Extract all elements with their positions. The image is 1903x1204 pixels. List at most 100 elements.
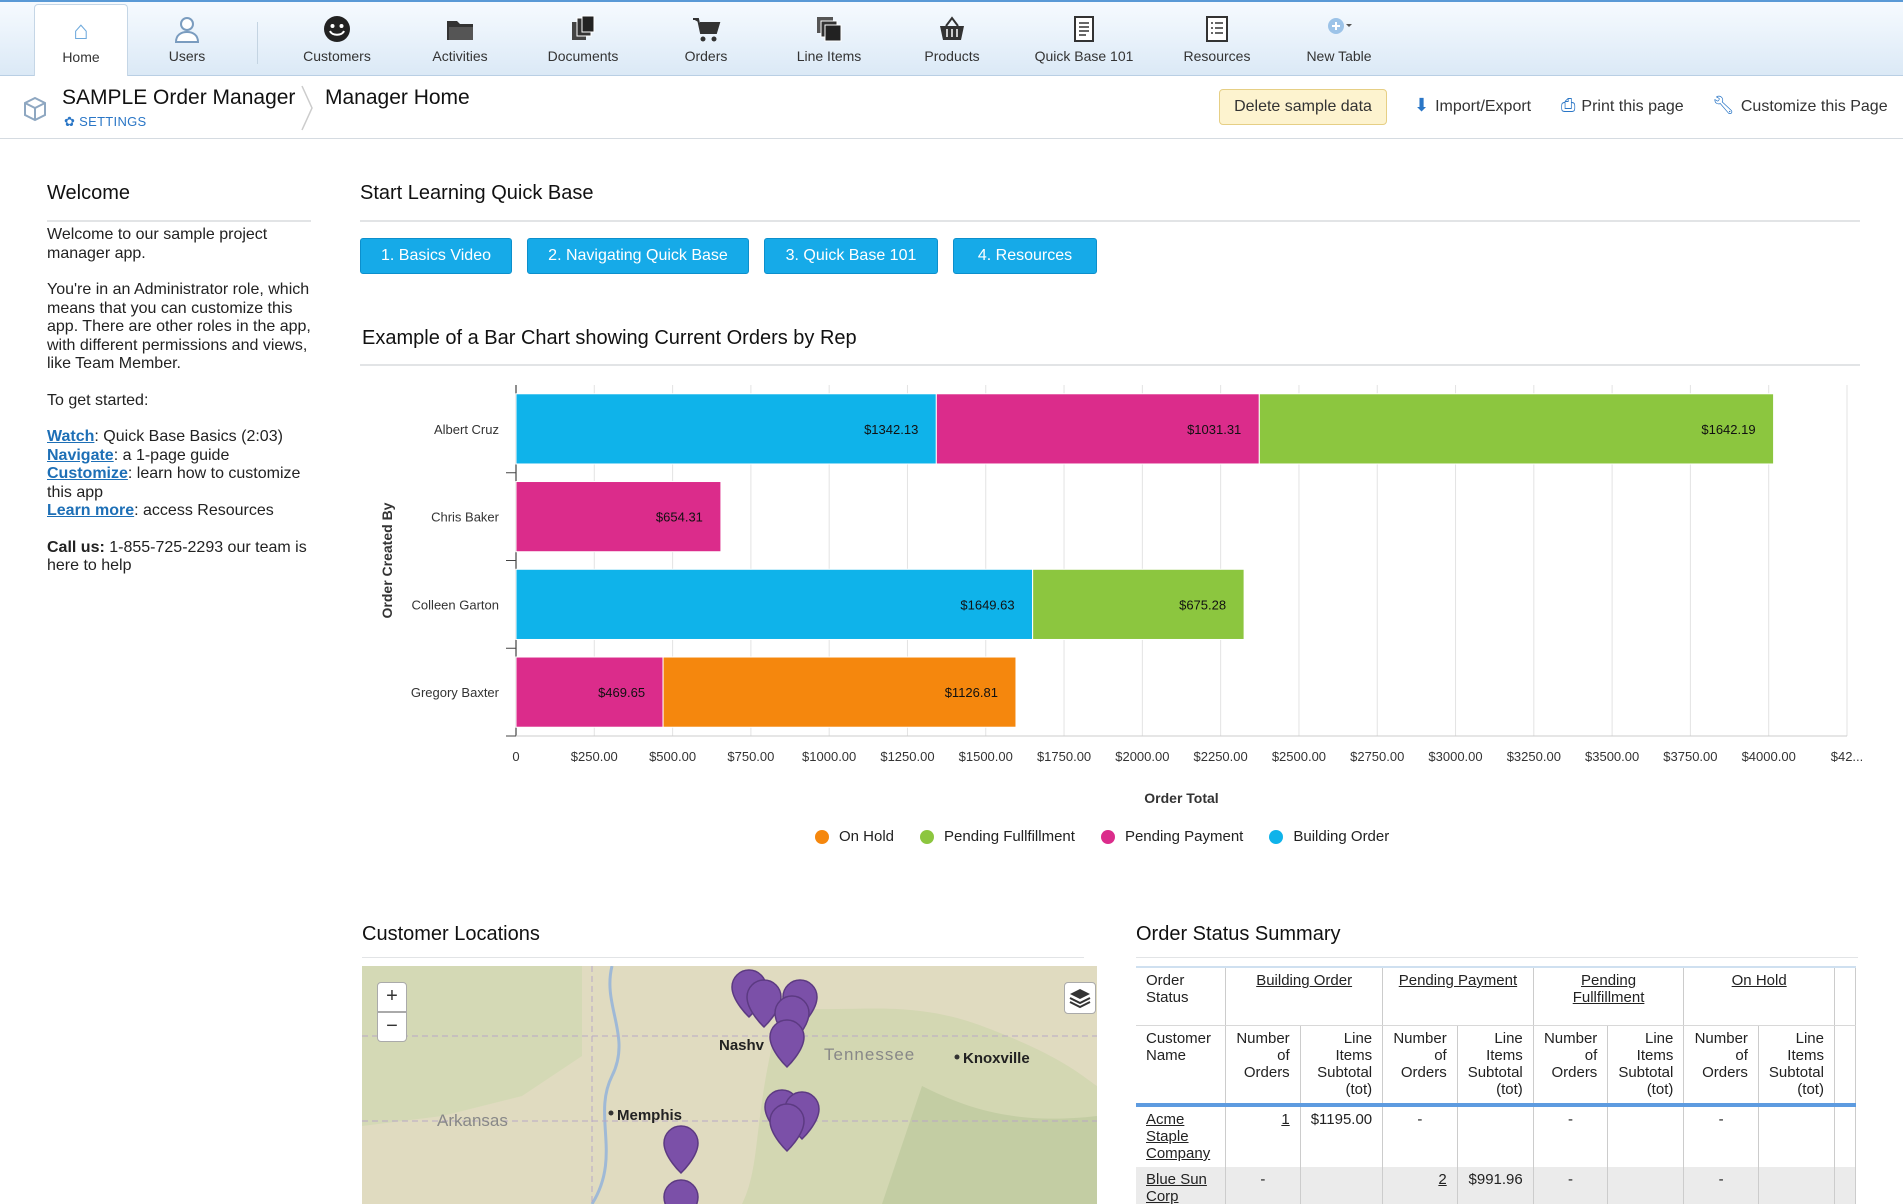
- home-icon: ⌂: [73, 15, 89, 45]
- legend-label: On Hold: [839, 828, 895, 845]
- map-layers-button[interactable]: [1064, 982, 1096, 1014]
- nav-home[interactable]: ⌂ Home: [34, 4, 128, 76]
- group-pending-fulfillment[interactable]: Pending Fullfillment: [1533, 966, 1685, 1026]
- stack-icon: [814, 14, 844, 44]
- import-export-button[interactable]: ⬇ Import/Export: [1414, 95, 1531, 116]
- smiley-icon: [322, 14, 352, 44]
- num-orders-header[interactable]: Number of Orders: [1683, 1025, 1759, 1107]
- learn-more-text: : access Resources: [134, 502, 274, 519]
- x-tick-label: $3750.00: [1663, 749, 1717, 764]
- group-pending-payment[interactable]: Pending Payment: [1382, 966, 1534, 1026]
- x-tick-label: $2750.00: [1350, 749, 1404, 764]
- subtotal-header[interactable]: Line Items Subtotal (tot): [1457, 1025, 1534, 1107]
- basics-video-button[interactable]: 1. Basics Video: [360, 238, 512, 274]
- map-marker[interactable]: [769, 1103, 805, 1153]
- nav-users[interactable]: Users: [140, 4, 234, 72]
- watch-text: : Quick Base Basics (2:03): [94, 428, 283, 445]
- bar-data-label: $1031.31: [1187, 422, 1241, 437]
- x-tick-label: $2500.00: [1272, 749, 1326, 764]
- customize-page-button[interactable]: 🔧︎ Customize this Page: [1712, 95, 1888, 116]
- nav-customers[interactable]: Customers: [290, 4, 384, 72]
- customer-name-header[interactable]: Customer Name: [1136, 1025, 1227, 1107]
- y-tick-label: Gregory Baxter: [411, 685, 500, 700]
- map-title: Customer Locations: [362, 923, 540, 945]
- nav-activities[interactable]: Activities: [413, 4, 507, 72]
- documents-icon: [568, 14, 598, 44]
- customer-name-cell[interactable]: Blue Sun Corp: [1136, 1167, 1227, 1204]
- bar-pending-fullfillment: [1258, 393, 1775, 465]
- group-overflow: [1834, 966, 1857, 1026]
- app-name[interactable]: SAMPLE Order Manager: [62, 86, 296, 109]
- bar-data-label: $1642.19: [1701, 422, 1755, 437]
- map-marker[interactable]: [663, 1125, 699, 1175]
- bar-data-label: $675.28: [1179, 597, 1226, 612]
- map-marker[interactable]: [769, 1019, 805, 1069]
- customer-name-cell[interactable]: Acme Staple Company: [1136, 1105, 1227, 1167]
- legend-item[interactable]: Pending Payment: [1100, 828, 1243, 845]
- learn-more-link[interactable]: Learn more: [47, 502, 135, 519]
- legend-swatch: [920, 829, 935, 844]
- call-us-number: 1-855-725-2293 our team is here to help: [47, 538, 307, 575]
- legend-item[interactable]: Building Order: [1269, 828, 1389, 845]
- subtotal-cell: $991.96: [1457, 1167, 1534, 1204]
- legend-swatch: [1100, 829, 1115, 844]
- app-cube-icon: [22, 96, 48, 122]
- num-orders-cell: -: [1533, 1105, 1609, 1167]
- nav-products[interactable]: Products: [905, 4, 999, 72]
- nav-orders[interactable]: Orders: [659, 4, 753, 72]
- bar-data-label: $1126.81: [945, 685, 998, 700]
- map-marker[interactable]: [746, 979, 782, 1029]
- x-tick-label: $2250.00: [1194, 749, 1248, 764]
- group-building-order[interactable]: Building Order: [1225, 966, 1384, 1026]
- num-orders-header[interactable]: Number of Orders: [1225, 1025, 1301, 1107]
- chart-section-title: Example of a Bar Chart showing Current O…: [362, 327, 857, 349]
- y-tick-label: Albert Cruz: [434, 422, 499, 437]
- num-orders-cell[interactable]: 2: [1382, 1167, 1458, 1204]
- nav-new-table[interactable]: New Table: [1292, 4, 1386, 72]
- nav-quick-base-101[interactable]: Quick Base 101: [1030, 4, 1138, 72]
- subtotal-cell: $1195.00: [1300, 1105, 1384, 1167]
- legend-item[interactable]: On Hold: [815, 828, 894, 845]
- resources-button[interactable]: 4. Resources: [953, 238, 1097, 274]
- nav-activities-label: Activities: [432, 48, 488, 64]
- bar-building-order: [515, 568, 1034, 640]
- watch-link[interactable]: Watch: [47, 428, 95, 445]
- nav-customers-label: Customers: [303, 48, 371, 64]
- zoom-out-button[interactable]: −: [377, 1012, 407, 1042]
- table-row: Acme Staple Company 1 $1195.00 - - -: [1136, 1105, 1857, 1167]
- print-page-button[interactable]: ⎙ Print this page: [1561, 95, 1684, 116]
- welcome-p1: Welcome to our sample project manager ap…: [47, 226, 268, 262]
- map-marker[interactable]: [663, 1179, 699, 1204]
- group-on-hold[interactable]: On Hold: [1683, 966, 1835, 1026]
- delete-sample-data-button[interactable]: Delete sample data: [1219, 89, 1387, 125]
- nav-documents[interactable]: Documents: [536, 4, 630, 72]
- customer-map[interactable]: Nashv Tennessee Knoxville Arkansas Memph…: [362, 966, 1097, 1204]
- navigate-link[interactable]: Navigate: [47, 446, 114, 464]
- num-orders-header[interactable]: Number of Orders: [1382, 1025, 1458, 1107]
- map-divider: [362, 957, 1084, 958]
- y-axis-title: Order Created By: [379, 502, 395, 618]
- bar-data-label: $1649.63: [960, 597, 1014, 612]
- legend-label: Pending Fullfillment: [944, 828, 1075, 845]
- customize-link[interactable]: Customize: [47, 465, 128, 482]
- x-tick-label: $3000.00: [1428, 749, 1482, 764]
- num-orders-header[interactable]: Number of Orders: [1533, 1025, 1609, 1107]
- nav-resources[interactable]: Resources: [1170, 4, 1264, 72]
- nav-line-items[interactable]: Line Items: [782, 4, 876, 72]
- users-icon: [172, 14, 202, 44]
- zoom-in-button[interactable]: +: [377, 982, 407, 1012]
- legend-swatch: [1269, 829, 1284, 844]
- subtotal-header[interactable]: Line Items Subtotal (tot): [1607, 1025, 1685, 1107]
- quick-base-101-button[interactable]: 3. Quick Base 101: [764, 238, 938, 274]
- subtotal-header[interactable]: Line Items Subtotal (tot): [1300, 1025, 1384, 1107]
- subtotal-cell: [1607, 1105, 1685, 1167]
- settings-link[interactable]: ✿ SETTINGS: [64, 114, 147, 130]
- navigating-quick-base-button[interactable]: 2. Navigating Quick Base: [527, 238, 749, 274]
- nav-home-label: Home: [62, 49, 100, 65]
- legend-item[interactable]: Pending Fullfillment: [920, 828, 1075, 845]
- x-tick-label: $3250.00: [1507, 749, 1561, 764]
- bar-data-label: $1342.13: [864, 422, 918, 437]
- subtotal-header[interactable]: Line Items Subtotal (tot): [1758, 1025, 1835, 1107]
- num-orders-cell[interactable]: 1: [1225, 1105, 1301, 1167]
- header-overflow: [1834, 1025, 1857, 1107]
